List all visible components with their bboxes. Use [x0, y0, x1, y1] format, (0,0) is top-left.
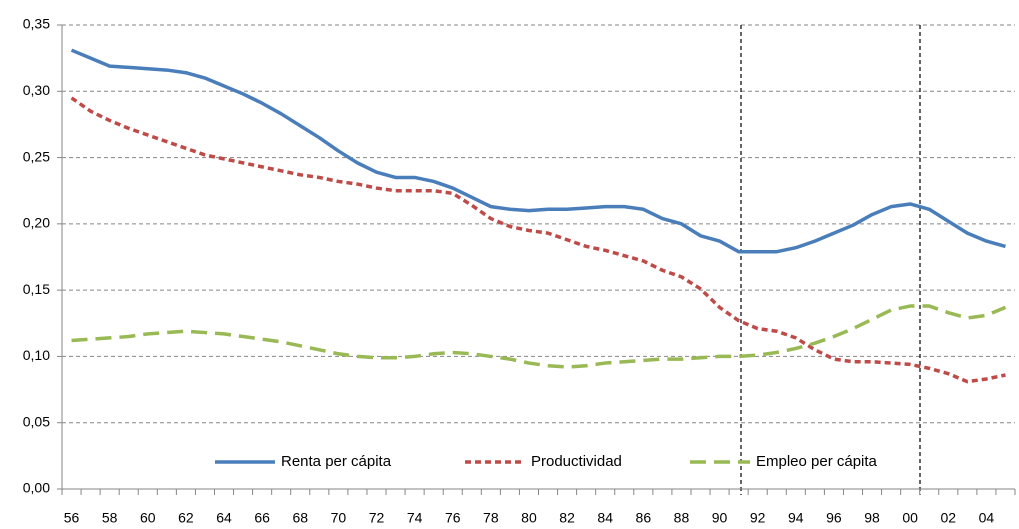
x-tick-label: 74 [407, 510, 423, 526]
y-tick-label: 0,35 [23, 16, 50, 32]
x-tick-label: 86 [636, 510, 652, 526]
x-tick-label: 84 [597, 510, 613, 526]
y-tick-label: 0,30 [23, 82, 50, 98]
y-tick-label: 0,20 [23, 215, 50, 231]
legend-label: Productividad [531, 453, 622, 470]
x-tick-label: 76 [445, 510, 461, 526]
x-tick-label: 98 [864, 510, 880, 526]
x-tick-label: 78 [483, 510, 499, 526]
x-tick-label: 00 [902, 510, 918, 526]
y-tick-label: 0,05 [23, 413, 50, 429]
x-tick-label: 72 [369, 510, 385, 526]
x-tick-label: 90 [712, 510, 728, 526]
series-line [70, 48, 1006, 254]
x-tick-label: 66 [254, 510, 270, 526]
series-line [70, 96, 1006, 384]
x-tick-label: 82 [559, 510, 575, 526]
x-tick-label: 02 [941, 510, 957, 526]
x-tick-label: 92 [750, 510, 766, 526]
legend-label: Renta per cápita [281, 453, 392, 470]
y-tick-label: 0,25 [23, 148, 50, 164]
x-tick-label: 04 [979, 510, 995, 526]
series-line [71, 304, 1007, 369]
x-tick-label: 88 [674, 510, 690, 526]
x-tick-label: 62 [178, 510, 194, 526]
y-tick-label: 0,10 [23, 347, 50, 363]
x-tick-label: 58 [102, 510, 118, 526]
x-tick-label: 64 [216, 510, 232, 526]
x-tick-label: 80 [521, 510, 537, 526]
x-tick-label: 56 [64, 510, 80, 526]
y-tick-label: 0,00 [23, 480, 50, 496]
x-tick-label: 70 [331, 510, 347, 526]
y-tick-label: 0,15 [23, 281, 50, 297]
x-tick-label: 96 [826, 510, 842, 526]
legend-label: Empleo per cápita [756, 453, 878, 470]
legend: Renta per cápita Productividad Empleo per … [215, 453, 878, 470]
x-tick-label: 94 [788, 510, 804, 526]
x-tick-label: 68 [292, 510, 308, 526]
x-tick-label: 60 [140, 510, 156, 526]
